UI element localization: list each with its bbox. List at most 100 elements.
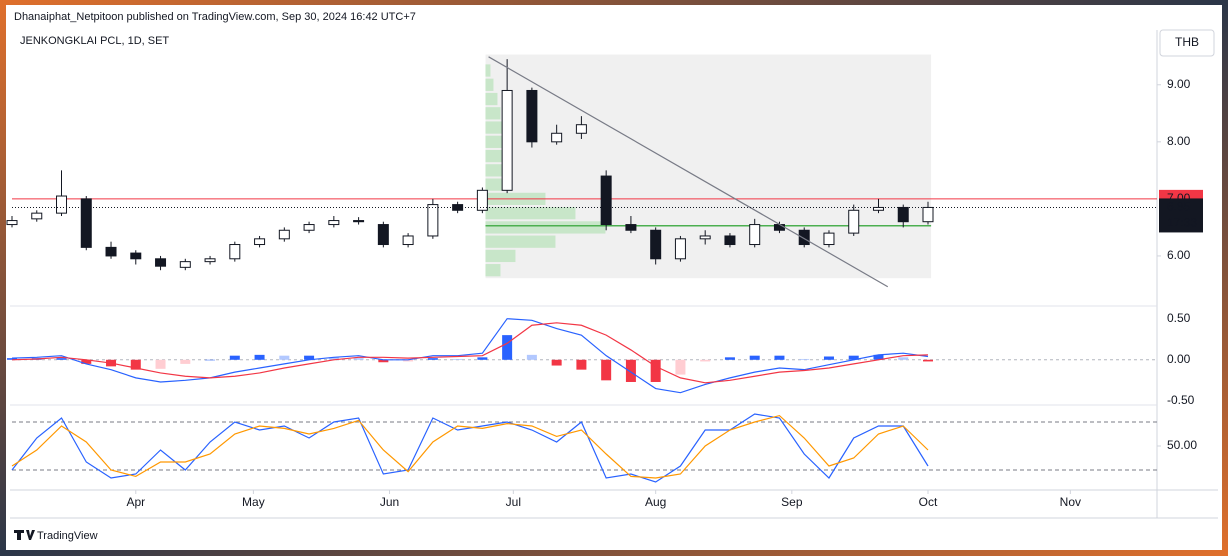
candle-body: [155, 258, 167, 267]
volume-profile-row: [485, 92, 498, 106]
candle-body: [80, 198, 92, 248]
x-tick-label: Sep: [781, 495, 803, 509]
candle-body: [551, 132, 563, 143]
brand: TradingView: [37, 530, 98, 542]
candle-body: [897, 206, 909, 223]
macd-histogram-bar: [526, 354, 537, 360]
candle-body: [848, 209, 860, 234]
macd-line: [11, 318, 929, 394]
trendline: [488, 56, 889, 288]
macd-histogram-bar: [403, 359, 414, 362]
y-tick-label: 9.00: [1167, 77, 1191, 91]
macd-histogram-bar: [700, 359, 711, 362]
candle-body: [674, 238, 686, 260]
volume-profile-row: [485, 121, 506, 134]
candle-body: [501, 89, 513, 191]
candle-body: [872, 206, 884, 211]
x-tick-label: Apr: [126, 495, 145, 509]
candle-body: [402, 235, 414, 246]
y-tick-label: 50.00: [1167, 438, 1197, 452]
candle-body: [724, 235, 736, 246]
macd-histogram-bar: [378, 359, 389, 363]
volume-profile-row: [485, 164, 506, 177]
macd-histogram-bar: [56, 358, 67, 360]
x-tick-label: Jul: [506, 495, 521, 509]
y-tick-label: 0.00: [1167, 352, 1191, 366]
candle-body: [625, 224, 637, 231]
x-tick-label: Nov: [1060, 495, 1081, 509]
macd-histogram-bar: [304, 355, 315, 360]
volume-profile-row: [485, 235, 556, 248]
candle-body: [427, 204, 439, 237]
currency-box[interactable]: [1159, 29, 1215, 57]
candle-body: [56, 195, 68, 214]
macd-histogram-bar: [823, 356, 834, 360]
macd-histogram-bar: [576, 359, 587, 370]
last-price-box: [1159, 198, 1203, 233]
candle-body: [328, 220, 340, 226]
last-price-label: 6.85: [1167, 200, 1191, 214]
candle-body: [650, 229, 662, 260]
macd-histogram-bar: [675, 359, 686, 375]
volume-profile-row: [485, 221, 606, 234]
macd-histogram-bar: [427, 358, 438, 360]
macd-histogram-bar: [353, 358, 364, 360]
candle-body: [377, 224, 389, 246]
y-tick-label: 0.50: [1167, 311, 1191, 325]
candle-body: [798, 229, 810, 246]
symbol: JENKONGKLAI PCL, 1D, SET: [20, 35, 169, 47]
macd-histogram-bar: [873, 354, 884, 360]
candle-body: [922, 206, 934, 223]
candle-body: [204, 258, 216, 263]
macd-histogram-bar: [724, 357, 735, 360]
volume-profile-row: [485, 249, 516, 263]
macd-histogram-bar: [625, 359, 636, 382]
volume-profile-row: [485, 149, 506, 163]
macd-histogram-bar: [205, 359, 216, 361]
candle-body: [353, 220, 365, 223]
macd-histogram-bar: [130, 359, 141, 370]
x-tick-label: May: [242, 495, 265, 509]
x-tick-label: Jun: [380, 495, 399, 509]
candle-body: [575, 124, 587, 134]
candle-body: [476, 189, 488, 211]
x-tick-label: Oct: [919, 495, 938, 509]
macd-histogram-bar: [551, 359, 562, 366]
volume-profile-row: [485, 264, 501, 277]
macd-histogram-bar: [155, 359, 166, 369]
macd-histogram-bar: [452, 358, 463, 360]
macd-histogram-bar: [923, 359, 933, 362]
signal-line: [11, 322, 929, 384]
candle-body: [31, 212, 43, 220]
x-tick-label: Aug: [645, 495, 666, 509]
candle-body: [699, 235, 711, 240]
candle-body: [105, 246, 117, 257]
candle-body: [303, 224, 315, 231]
macd-histogram-bar: [328, 357, 339, 360]
macd-histogram-bar: [502, 335, 513, 360]
y-tick-label: 8.00: [1167, 134, 1191, 148]
candle-body: [6, 220, 18, 226]
stoch-d-line: [11, 414, 929, 479]
macd-histogram-bar: [898, 357, 909, 360]
currency[interactable]: THB: [1175, 35, 1199, 49]
macd-histogram-bar: [180, 359, 191, 364]
stoch-k-line: [11, 413, 929, 483]
candle-body: [130, 252, 142, 260]
tv-logo: [14, 530, 35, 540]
macd-histogram-bar: [477, 357, 488, 360]
macd-histogram-bar: [229, 355, 240, 360]
candle-body: [179, 261, 191, 268]
volume-profile-row: [485, 107, 501, 120]
macd-histogram-bar: [81, 359, 92, 364]
countdown-label: 17:33: [1167, 216, 1197, 230]
candle-body: [254, 238, 266, 246]
macd-histogram-bar: [279, 355, 290, 360]
volume-profile-row: [485, 207, 576, 220]
macd-histogram-bar: [254, 354, 265, 360]
macd-histogram-bar: [650, 359, 661, 382]
candle-body: [749, 224, 761, 246]
volume-profile-row: [485, 64, 491, 77]
